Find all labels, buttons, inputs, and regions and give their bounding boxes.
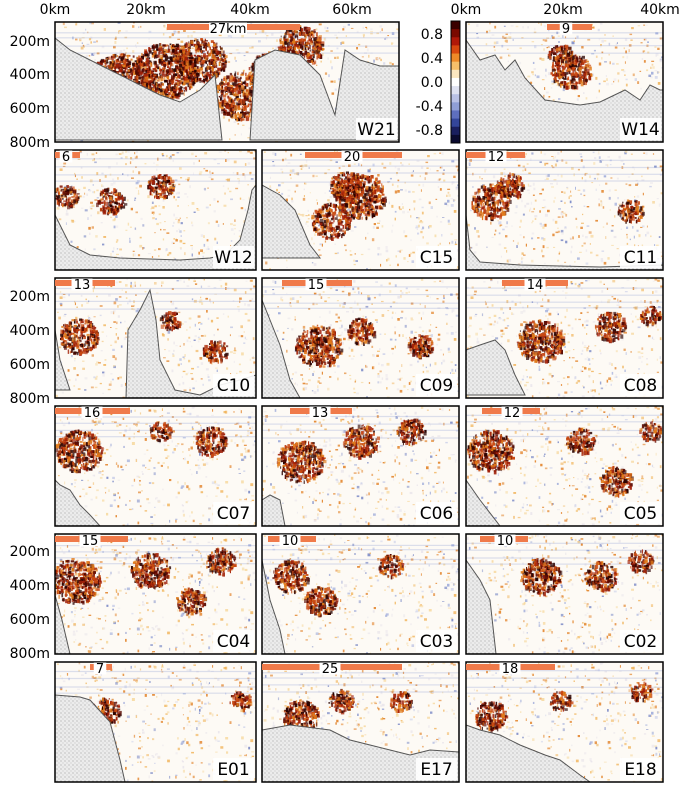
panel-e17: 25 E17 [261,661,460,783]
scale-bar-label: 7 [96,662,104,677]
panel-c03: 10 C03 [261,533,460,655]
panel-grid: 27km W21 9 W14 6 W12 20 C15 12 C11 13 C10 15 C09 14 C08… [54,21,664,783]
y-tick-label: 400m [10,67,50,83]
y-tick-label: 200m [10,34,50,50]
colorbar-tick-label: 0.8 [421,27,443,43]
y-tick-label: 200m [10,544,50,560]
panel-w14: 9 W14 [465,21,664,143]
panel-label: W12 [214,248,252,268]
panel-label: C10 [217,376,251,396]
colorbar-segment [451,45,460,55]
panel-c11: 12 C11 [465,149,664,271]
x-tick-label: 20km [543,2,583,18]
panel-w21: 27km W21 [54,21,400,143]
scale-bar-label: 18 [502,662,519,677]
colorbar-segment [451,77,460,87]
panel-label: C04 [217,632,251,652]
scale-bar-label: 16 [84,406,101,421]
panel-label: C15 [420,248,454,268]
colorbar-segment [451,94,460,103]
panel-label: C03 [420,632,454,652]
x-tick-label: 60km [332,2,372,18]
y-tick-label: 600m [10,612,50,628]
y-tick-label: 800m [10,391,50,407]
panel-label: C05 [624,504,658,524]
panel-label: C07 [217,504,251,524]
colorbar-segment [451,37,460,46]
colorbar-tick-label: -0.4 [416,99,443,115]
panel-label: C06 [420,504,454,524]
x-tick-label: 0km [40,2,71,18]
y-tick-label: 800m [10,135,50,151]
panel-label: W21 [357,120,395,140]
panel-w12: 6 W12 [54,149,257,271]
y-tick-label: 600m [10,101,50,117]
colorbar-segment [451,110,460,120]
panel-c05: 12 C05 [465,405,664,527]
x-tick-label: 40km [640,2,680,18]
top-x-axis-right: 0km 20km 40km [451,2,680,18]
colorbar-tick-label: 0.0 [421,75,443,91]
panel-c09: 15 C09 [261,277,460,399]
panel-c04: 15 C04 [54,533,257,655]
y-axis-row3: 200m 400m 600m 800m [10,289,50,407]
panel-label: E18 [624,760,656,780]
panel-c10: 13 C10 [54,277,257,399]
colorbar-segment [451,102,460,111]
panel-label: E01 [217,760,249,780]
panel-c08: 14 C08 [465,277,664,399]
scale-bar-label: 6 [62,150,70,165]
scale-bar-label: 10 [497,534,514,549]
colorbar-segment [451,53,460,63]
scale-bar-label: 13 [312,406,329,421]
colorbar-segment [451,134,460,144]
panel-c02: 10 C02 [465,533,664,655]
colorbar-segment [451,126,460,136]
scale-bar-label: 9 [562,22,570,37]
panel-c15: 20 C15 [261,149,460,271]
scale-bar-label: 20 [344,150,361,165]
colorbar-tick-label: -0.8 [416,123,443,139]
panel-e18: 18 E18 [465,661,664,783]
panel-e01: 7 E01 [54,661,257,783]
x-tick-label: 0km [451,2,482,18]
y-tick-label: 800m [10,646,50,662]
top-x-axis-left: 0km 20km 40km 60km [40,2,372,18]
panel-c07: 16 C07 [54,405,257,527]
colorbar-segment [451,118,460,128]
panel-label: C08 [624,376,658,396]
panel-label: C11 [624,248,658,268]
y-tick-label: 400m [10,323,50,339]
panel-c06: 13 C06 [261,405,460,527]
y-tick-label: 200m [10,289,50,305]
colorbar: 0.8 0.4 0.0 -0.4 -0.8 [416,20,461,144]
x-tick-label: 20km [126,2,166,18]
panel-label: E17 [420,760,452,780]
scale-bar-label: 15 [82,534,99,549]
colorbar-segment [451,69,460,79]
panel-label: W14 [621,120,659,140]
scale-bar-label: 15 [308,278,325,293]
colorbar-segment [451,61,460,71]
colorbar-segment [451,86,460,95]
panel-label: C02 [624,632,658,652]
colorbar-tick-label: 0.4 [421,51,443,67]
y-tick-label: 600m [10,357,50,373]
scale-bar-label: 27km [210,22,247,37]
y-axis-row1: 200m 400m 600m 800m [10,34,50,151]
panel-label: C09 [420,376,454,396]
scale-bar-label: 12 [504,406,521,421]
scale-bar-label: 12 [488,150,505,165]
scale-bar-label: 25 [322,662,339,677]
y-tick-label: 400m [10,578,50,594]
scale-bar-label: 14 [527,278,544,293]
scale-bar-label: 10 [282,534,299,549]
scale-bar-label: 13 [74,278,91,293]
colorbar-strip [451,21,460,144]
y-axis-row5: 200m 400m 600m 800m [10,544,50,662]
x-tick-label: 40km [230,2,270,18]
colorbar-segment [451,21,460,30]
colorbar-segment [451,29,460,38]
